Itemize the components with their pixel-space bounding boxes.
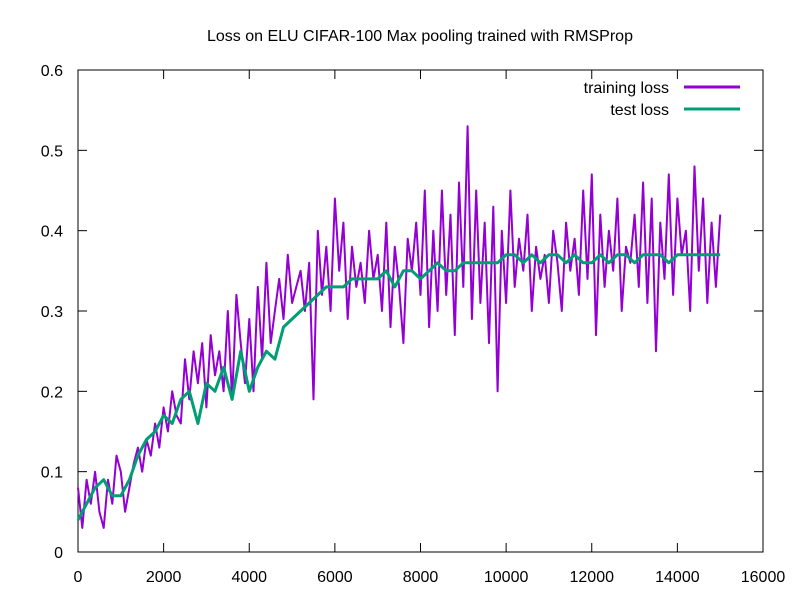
y-tick-label: 0.2 <box>41 384 63 401</box>
x-tick-label: 2000 <box>146 569 182 586</box>
series-line-test-loss <box>76 253 721 521</box>
y-tick-label: 0.3 <box>41 304 63 321</box>
x-tick-label: 8000 <box>403 569 439 586</box>
x-tick-label: 0 <box>74 569 83 586</box>
legend-label-training-loss: training loss <box>584 80 669 97</box>
y-tick-label: 0.6 <box>41 63 63 80</box>
y-tick-label: 0.5 <box>41 143 63 160</box>
y-axis: 0 0.1 0.2 0.3 0.4 0.5 0.6 <box>41 63 763 562</box>
x-tick-label: 14000 <box>655 569 700 586</box>
y-tick-label: 0.4 <box>41 224 63 241</box>
chart-title: Loss on ELU CIFAR-100 Max pooling traine… <box>207 28 633 45</box>
x-tick-label: 6000 <box>317 569 353 586</box>
y-tick-label: 0 <box>54 545 63 562</box>
legend-label-test-loss: test loss <box>610 102 669 119</box>
x-tick-label: 10000 <box>484 569 529 586</box>
x-tick-label: 4000 <box>231 569 267 586</box>
y-tick-label: 0.1 <box>41 465 63 482</box>
x-axis: 0 2000 4000 6000 8000 10000 12000 14000 16000 <box>74 70 786 586</box>
plot-area-border <box>77 69 764 553</box>
x-tick-label: 16000 <box>741 569 786 586</box>
legend: training loss test loss <box>584 80 740 119</box>
series-line-training-loss <box>77 125 722 529</box>
x-tick-label: 12000 <box>570 569 615 586</box>
series-layer <box>76 125 722 529</box>
